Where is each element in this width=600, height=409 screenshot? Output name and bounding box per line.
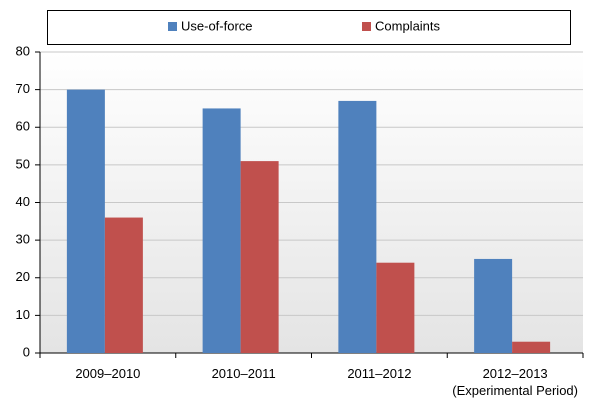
bar bbox=[338, 100, 377, 353]
x-tick-label: 2011–2012 bbox=[347, 366, 412, 381]
y-tick-label: 80 bbox=[16, 43, 30, 58]
y-tick-label: 40 bbox=[16, 194, 30, 209]
y-tick-label: 60 bbox=[16, 119, 30, 134]
x-tick-label: 2010–2011 bbox=[211, 366, 276, 381]
bar bbox=[376, 262, 415, 353]
x-tick-label: 2009–2010 bbox=[75, 366, 141, 381]
legend-swatch bbox=[362, 22, 371, 31]
legend-box bbox=[47, 10, 571, 45]
y-tick-label: 50 bbox=[16, 156, 30, 171]
legend-label: Use-of-force bbox=[181, 18, 253, 33]
y-tick-label: 10 bbox=[16, 307, 30, 322]
bar bbox=[474, 258, 513, 353]
bar bbox=[240, 161, 279, 353]
bar bbox=[66, 89, 105, 353]
bar bbox=[512, 341, 551, 353]
bar bbox=[202, 108, 241, 353]
y-tick-label: 0 bbox=[23, 344, 30, 359]
y-tick-label: 30 bbox=[16, 232, 30, 247]
y-tick-label: 20 bbox=[16, 269, 30, 284]
legend-label: Complaints bbox=[375, 18, 441, 33]
bar bbox=[104, 217, 143, 353]
legend-swatch bbox=[168, 22, 177, 31]
x-tick-label: 2012–2013 (Experimental Period) bbox=[452, 366, 578, 398]
y-tick-label: 70 bbox=[16, 81, 30, 96]
